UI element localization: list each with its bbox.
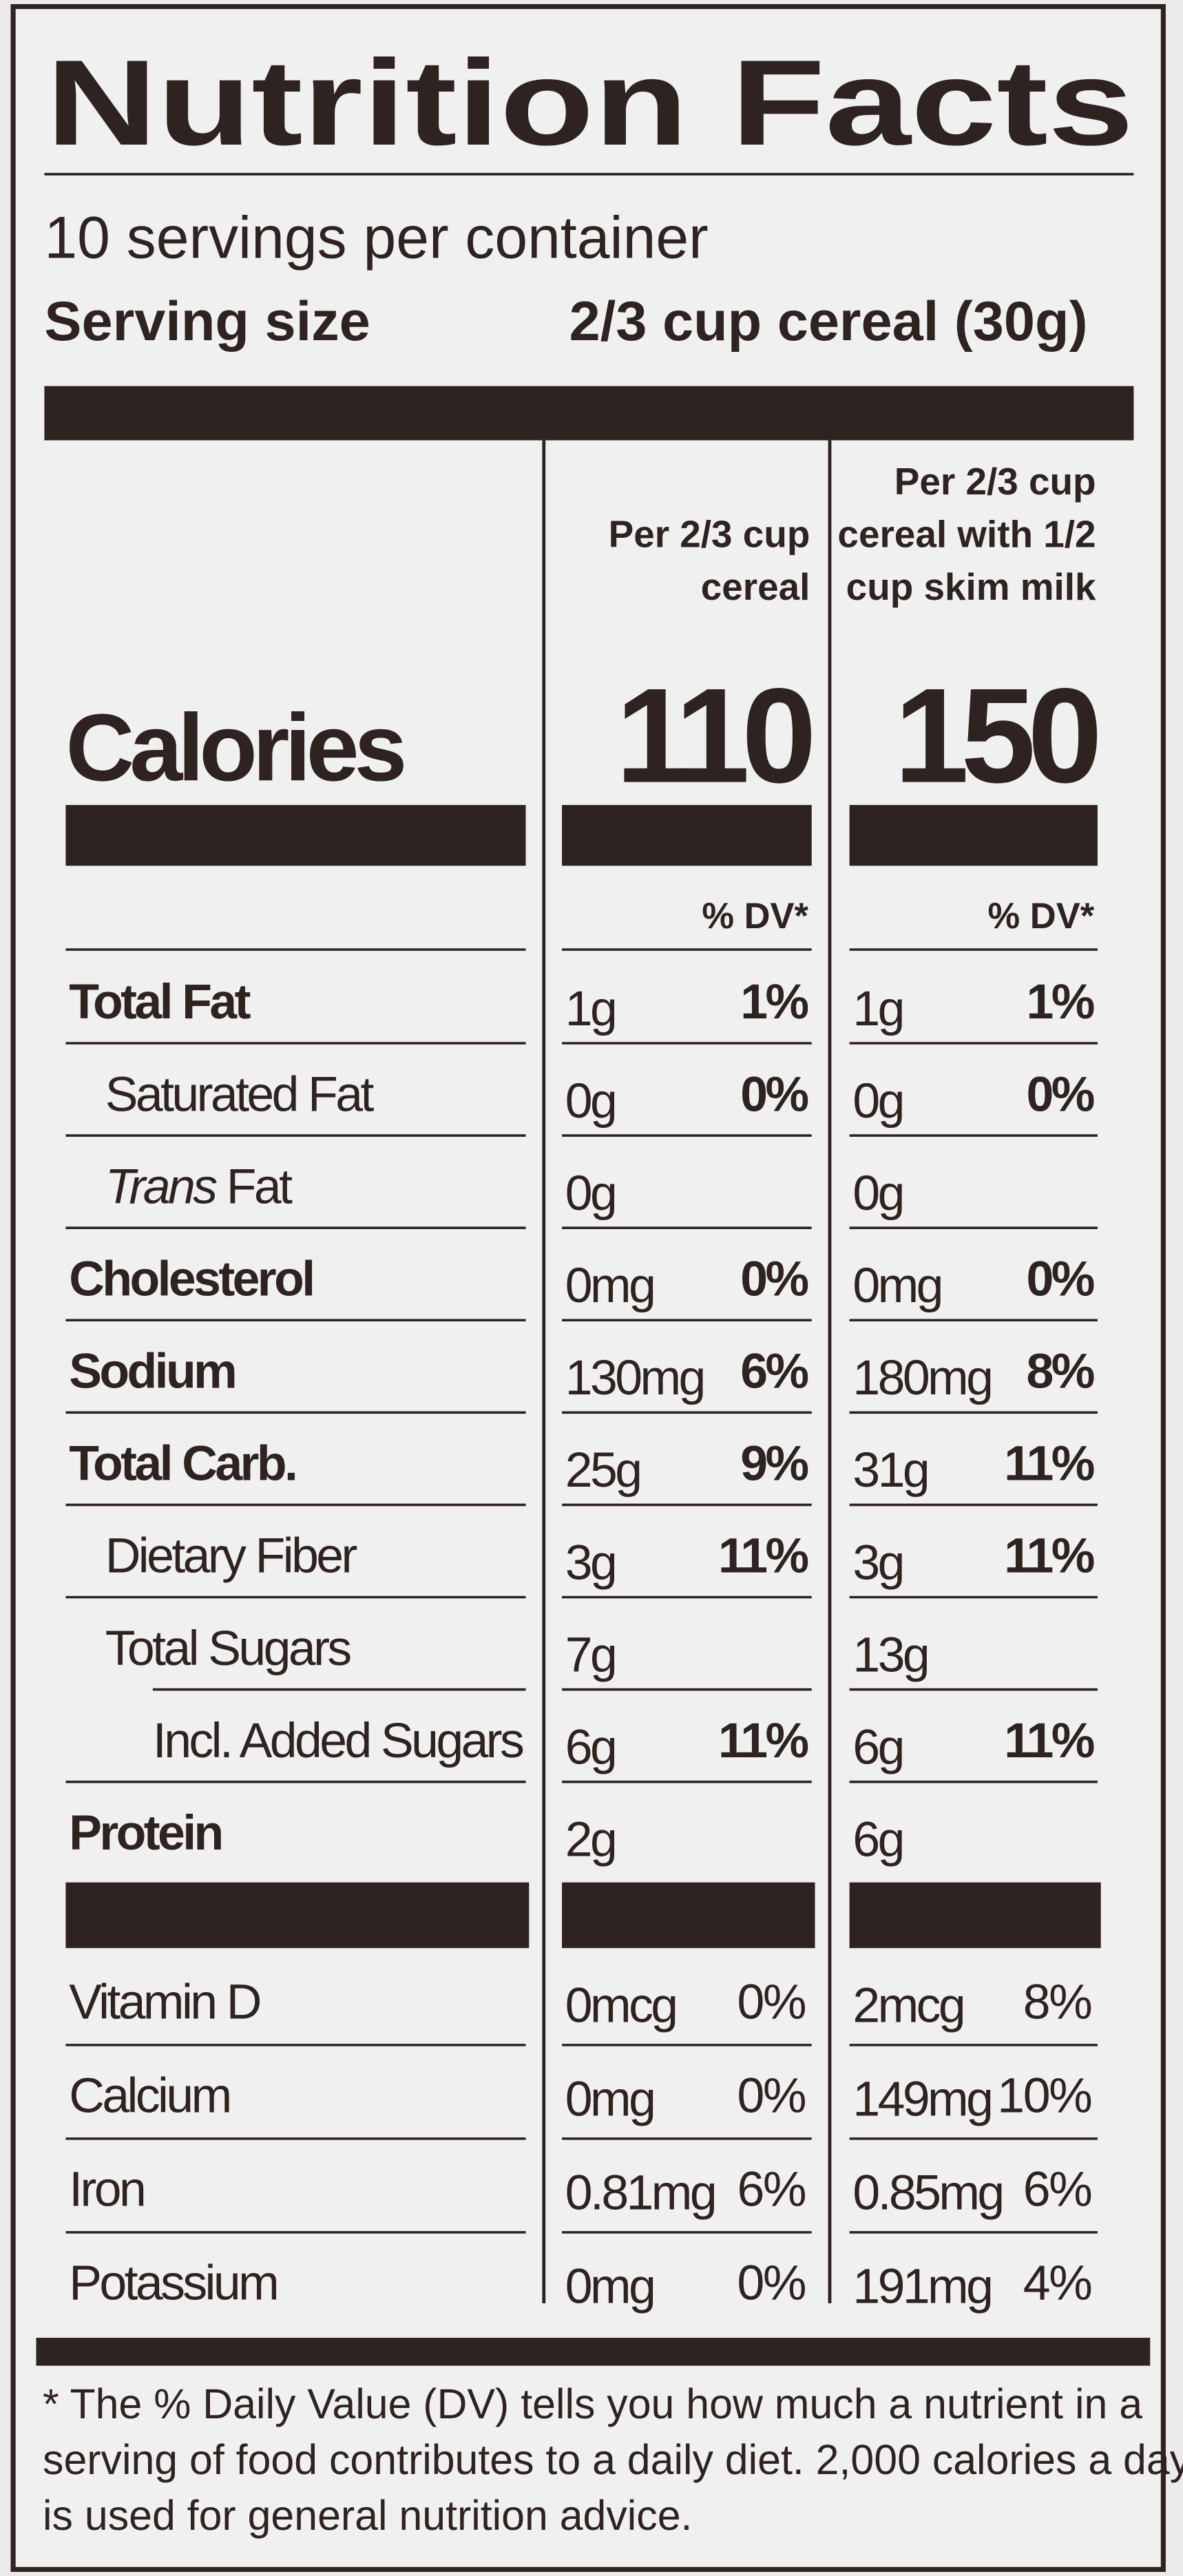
amount: 130mg — [565, 1350, 704, 1405]
thick-bar — [562, 1882, 815, 1949]
daily-value: 8% — [1023, 1975, 1091, 2030]
daily-value: 9% — [740, 1436, 808, 1491]
column-header: cup skim milk — [846, 565, 1096, 608]
amount: 0.85mg — [852, 2165, 1002, 2220]
amount: 13g — [852, 1627, 928, 1682]
amount: 180mg — [852, 1350, 991, 1405]
amount: 0g — [565, 1074, 615, 1129]
title: Nutrition Facts — [46, 35, 1134, 171]
amount: 6g — [565, 1719, 615, 1774]
column-header: Per 2/3 cup — [609, 512, 810, 555]
daily-value: 0% — [1026, 1251, 1093, 1306]
thick-bar — [36, 2338, 1151, 2366]
nutrient-label: Trans Fat — [105, 1159, 293, 1214]
footnote: * The % Daily Value (DV) tells you how m… — [43, 2380, 1142, 2427]
thick-bar — [44, 386, 1134, 441]
calories-label: Calories — [65, 695, 404, 801]
column-header: cereal with 1/2 — [837, 512, 1096, 555]
amount: 0.81mg — [565, 2165, 715, 2220]
daily-value: 1% — [1026, 974, 1093, 1029]
amount: 0g — [852, 1166, 902, 1221]
amount: 6g — [852, 1719, 902, 1774]
amount: 0mcg — [565, 1978, 676, 2033]
nutrient-label: Total Fat — [69, 974, 250, 1029]
daily-value: 0% — [737, 2256, 806, 2311]
label-part: Trans — [105, 1159, 218, 1214]
serving-size-label: Serving size — [44, 291, 370, 353]
nutrient-label: Protein — [69, 1805, 221, 1861]
amount: 7g — [565, 1627, 615, 1682]
nutrient-label: Saturated Fat — [105, 1067, 375, 1122]
column-header: cereal — [701, 565, 810, 608]
daily-value: 0% — [737, 1975, 806, 2030]
daily-value: 4% — [1023, 2256, 1091, 2311]
amount: 3g — [852, 1535, 902, 1590]
daily-value: 6% — [737, 2162, 806, 2217]
thick-bar — [65, 1882, 530, 1949]
amount: 3g — [565, 1535, 615, 1590]
amount: 6g — [852, 1812, 902, 1867]
calories-value: 150 — [894, 661, 1097, 811]
nutrient-label: Incl. Added Sugars — [153, 1713, 523, 1768]
daily-value: 11% — [718, 1713, 808, 1768]
daily-value: 0% — [1026, 1067, 1093, 1122]
amount: 191mg — [852, 2259, 991, 2314]
daily-value: 10% — [997, 2069, 1091, 2124]
dv-header: % DV* — [702, 896, 808, 936]
amount: 1g — [565, 981, 615, 1036]
thick-bar — [562, 805, 812, 866]
amount: 0mg — [565, 2071, 653, 2126]
amount: 1g — [852, 981, 902, 1036]
column-header: Per 2/3 cup — [894, 460, 1096, 503]
daily-value: 6% — [1023, 2162, 1091, 2217]
daily-value: 0% — [740, 1251, 808, 1306]
amount: 149mg — [852, 2071, 991, 2126]
nutrient-label: Total Sugars — [105, 1621, 351, 1676]
daily-value: 8% — [1026, 1344, 1093, 1399]
daily-value: 11% — [1004, 1713, 1093, 1768]
thick-bar — [849, 1882, 1101, 1949]
nutrient-label: Total Carb. — [69, 1436, 295, 1491]
thick-bar — [849, 805, 1098, 866]
amount: 2mcg — [852, 1978, 963, 2033]
amount: 0mg — [565, 1258, 653, 1313]
dv-header: % DV* — [988, 896, 1095, 936]
amount: 0mg — [852, 1258, 941, 1313]
vitamin-label: Potassium — [69, 2256, 277, 2311]
daily-value: 11% — [1004, 1436, 1093, 1491]
daily-value: 11% — [1004, 1529, 1093, 1584]
footnote: is used for general nutrition advice. — [43, 2492, 692, 2539]
nutrient-label: Dietary Fiber — [105, 1529, 357, 1584]
amount: 0g — [565, 1166, 615, 1221]
amount: 0mg — [565, 2259, 653, 2314]
amount: 2g — [565, 1812, 615, 1867]
amount: 0g — [852, 1074, 902, 1129]
servings: 10 servings per container — [44, 205, 708, 271]
footnote: serving of food contributes to a daily d… — [43, 2436, 1183, 2483]
vitamin-label: Calcium — [69, 2069, 229, 2124]
daily-value: 0% — [740, 1067, 808, 1122]
amount: 31g — [852, 1443, 928, 1498]
daily-value: 1% — [740, 974, 808, 1029]
daily-value: 11% — [718, 1529, 808, 1584]
vitamin-label: Iron — [69, 2162, 144, 2217]
thick-bar — [65, 805, 526, 866]
serving-size-value: 2/3 cup cereal (30g) — [569, 291, 1088, 353]
vitamin-label: Vitamin D — [69, 1975, 260, 2030]
amount: 25g — [565, 1443, 640, 1498]
daily-value: 6% — [740, 1344, 808, 1399]
nutrient-label: Sodium — [69, 1344, 235, 1399]
daily-value: 0% — [737, 2069, 806, 2124]
label-part: Fat — [215, 1159, 293, 1214]
calories-value: 110 — [616, 661, 811, 811]
nutrient-label: Cholesterol — [69, 1251, 313, 1306]
